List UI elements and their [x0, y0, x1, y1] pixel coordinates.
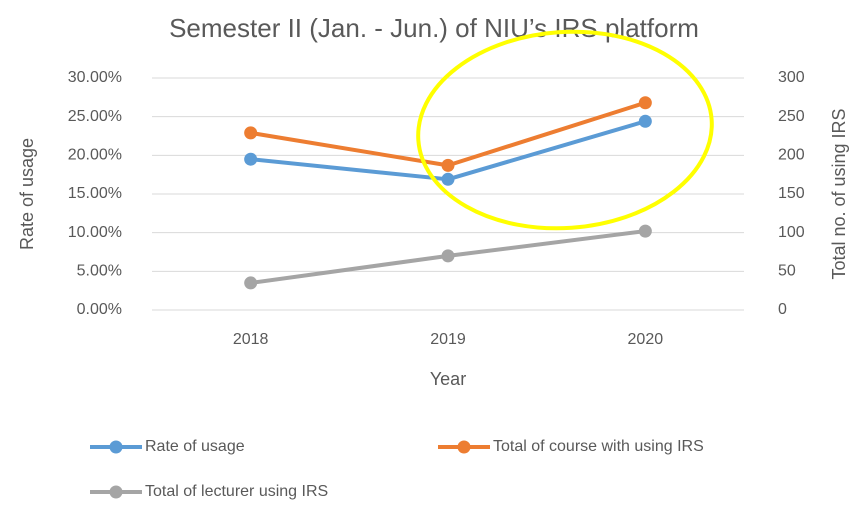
- legend-marker: [109, 440, 123, 454]
- y2-tick-label: 200: [778, 147, 805, 164]
- x-tick-label: 2019: [430, 331, 466, 348]
- y-tick-label: 15.00%: [68, 185, 122, 202]
- plot: [244, 96, 652, 290]
- data-point: [638, 224, 652, 238]
- y-tick-label: 5.00%: [77, 263, 122, 280]
- y2-tick-label: 100: [778, 224, 805, 241]
- data-point: [244, 276, 258, 290]
- legend-label: Rate of usage: [145, 438, 245, 455]
- data-point: [638, 96, 652, 110]
- data-point: [244, 152, 258, 166]
- y2-tick-label: 0: [778, 301, 787, 318]
- legend-marker: [109, 485, 123, 499]
- data-point: [638, 114, 652, 128]
- y-tick-label: 0.00%: [77, 301, 122, 318]
- line-series: [250, 100, 646, 168]
- highlight-ellipse: [416, 29, 714, 231]
- x-axis-title: Year: [430, 369, 466, 389]
- y2-axis-title: Total no. of using IRS: [829, 108, 849, 279]
- y-tick-label: 20.00%: [68, 147, 122, 164]
- data-point: [441, 158, 455, 172]
- chart-title: Semester II (Jan. - Jun.) of NIU’s IRS p…: [169, 13, 699, 43]
- y-tick-label: 25.00%: [68, 108, 122, 125]
- data-point: [244, 126, 258, 140]
- y2-tick-label: 150: [778, 185, 805, 202]
- legend-label: Total of lecturer using IRS: [145, 483, 328, 500]
- data-point: [441, 249, 455, 263]
- y-tick-label: 10.00%: [68, 224, 122, 241]
- y-axis-title: Rate of usage: [17, 138, 37, 250]
- y2-tick-label: 300: [778, 69, 805, 86]
- data-point: [441, 172, 455, 186]
- legend-marker: [457, 440, 471, 454]
- y2-tick-label: 250: [778, 108, 805, 125]
- x-tick-label: 2020: [628, 331, 664, 348]
- y-tick-label: 30.00%: [68, 69, 122, 86]
- y2-tick-label: 50: [778, 263, 796, 280]
- x-tick-label: 2018: [233, 331, 269, 348]
- legend-label: Total of course with using IRS: [493, 438, 704, 455]
